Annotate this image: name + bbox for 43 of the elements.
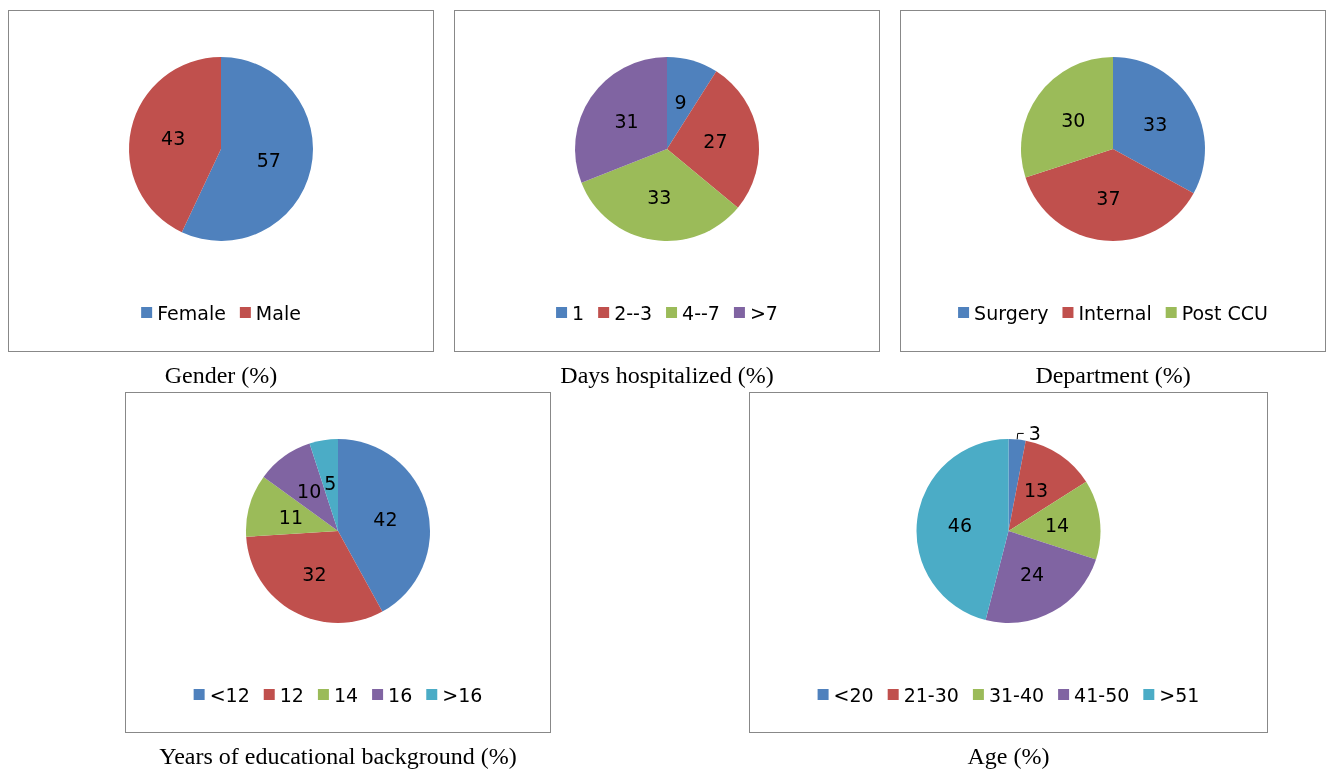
data-label: 5 (324, 471, 337, 494)
legend-label: Internal (1078, 301, 1152, 324)
legend-label: 16 (388, 683, 413, 706)
legend-label: 1 (572, 301, 585, 324)
legend-label: >16 (442, 683, 483, 706)
data-label: 14 (1045, 513, 1070, 536)
text: Years of educational background (%) (159, 743, 517, 769)
legend-label: Post CCU (1181, 301, 1268, 324)
legend-label: 31-40 (988, 683, 1045, 706)
data-label: 13 (1023, 479, 1049, 502)
data-label: 10 (297, 480, 322, 503)
data-label: 42 (373, 507, 398, 530)
legend-label: Male (255, 301, 301, 324)
text: Department (%) (1035, 362, 1191, 388)
text: Age (%) (967, 743, 1050, 769)
legend-label: 41-50 (1074, 683, 1130, 706)
legend-label: 4--7 (682, 301, 720, 324)
data-label: 3 (1028, 422, 1041, 445)
data-label: 46 (947, 513, 972, 536)
data-label: 32 (302, 562, 327, 585)
data-label: 9 (674, 90, 687, 113)
data-label: 33 (647, 186, 672, 209)
data-label: 31 (614, 110, 639, 133)
data-label: 57 (256, 148, 281, 171)
legend-label: Female (157, 301, 226, 324)
legend-label: 21-30 (903, 683, 959, 706)
text: Days hospitalized (%) (560, 362, 774, 388)
legend-label: >51 (1159, 683, 1200, 706)
legend-label: Surgery (974, 301, 1049, 324)
data-label: 24 (1020, 562, 1045, 585)
data-label: 43 (161, 127, 186, 150)
data-label: 11 (278, 506, 304, 529)
legend-label: <12 (209, 683, 250, 706)
data-label: 33 (1143, 113, 1168, 136)
data-label: 30 (1061, 109, 1086, 132)
text: Gender (%) (164, 362, 278, 388)
legend-label: >7 (749, 301, 778, 324)
legend-label: 14 (333, 683, 359, 706)
legend-label: <20 (833, 683, 874, 706)
legend-label: 2--3 (614, 301, 653, 324)
legend-label: 12 (279, 683, 304, 706)
data-label: 37 (1096, 186, 1121, 209)
data-label: 27 (703, 130, 728, 153)
